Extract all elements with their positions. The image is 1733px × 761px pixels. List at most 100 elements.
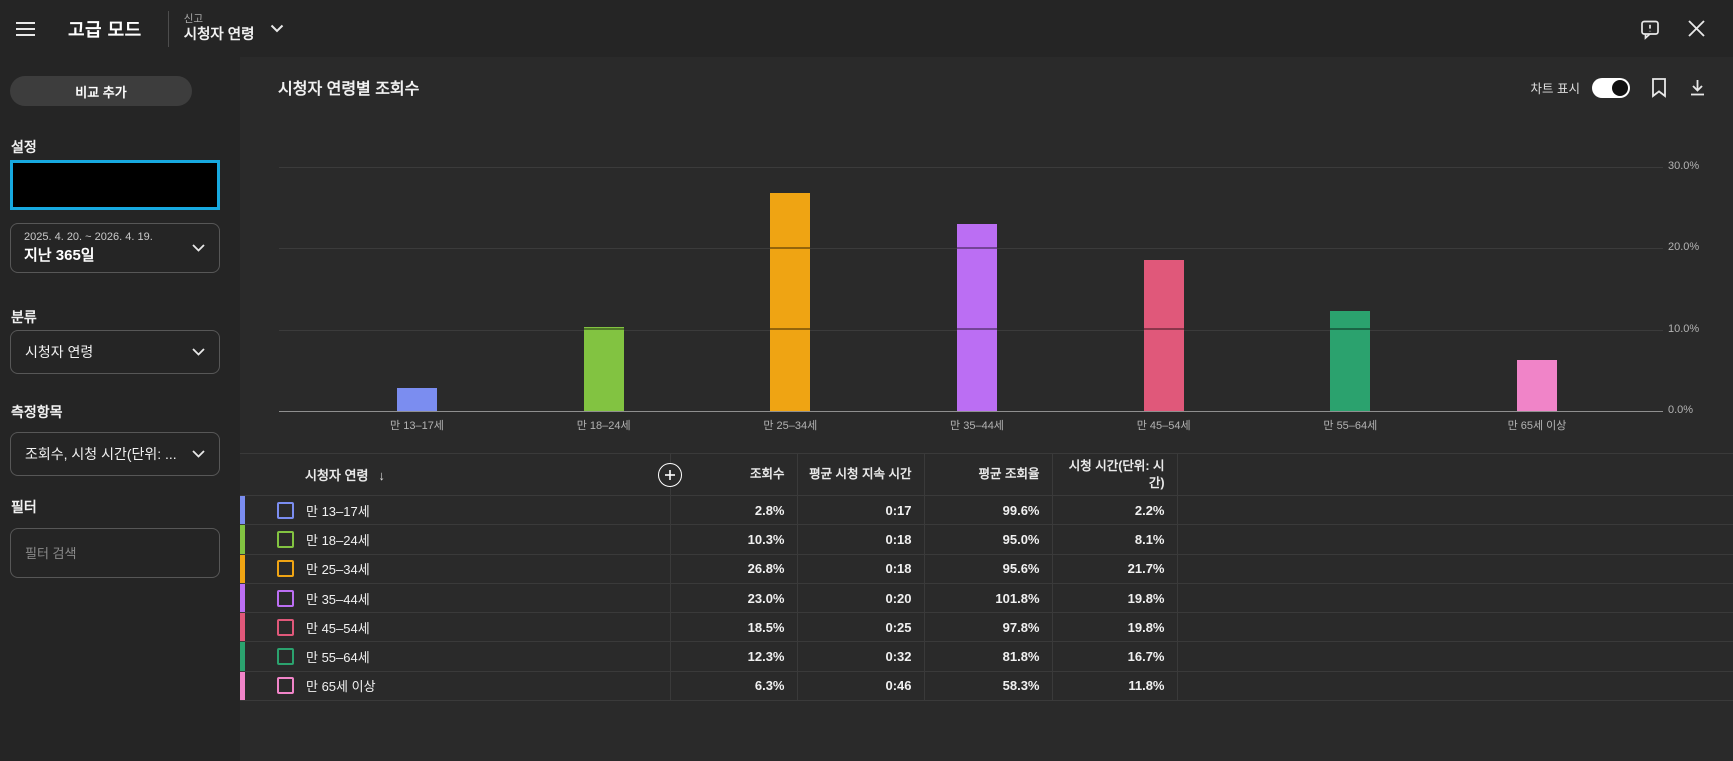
date-range-text: 2025. 4. 20. ~ 2026. 4. 19. <box>24 231 153 243</box>
chevron-down-icon <box>192 244 205 252</box>
bar[interactable] <box>1517 359 1558 411</box>
row-metric-value: 10.3% <box>669 524 797 555</box>
column-header-metric[interactable]: 평균 조회율 <box>923 453 1052 496</box>
filter-search-input[interactable] <box>10 528 220 578</box>
close-icon <box>1688 20 1705 37</box>
chevron-down-icon <box>271 24 284 33</box>
row-metric-value: 0:32 <box>796 641 924 672</box>
row-metric-value: 99.6% <box>923 495 1052 526</box>
bar[interactable] <box>583 327 624 411</box>
x-axis-label: 만 35–44세 <box>950 420 1004 432</box>
metrics-select[interactable]: 조회수, 시청 시간(단위: ... <box>10 432 220 476</box>
dimension-select[interactable]: 시청자 연령 <box>10 330 220 374</box>
row-color-accent <box>240 554 245 583</box>
report-panel: 시청자 연령별 조회수 차트 표시 0.0% 10.0% 20.0% 30.0% 만 1… <box>240 57 1733 761</box>
data-table: 시청자 연령 ↓ 조회수 평균 시청 지속 시간 평균 조회율 시청 시간(단위: 시간)… <box>240 453 1733 702</box>
row-dimension-cell: 만 13–17세 <box>240 495 670 526</box>
menu-icon[interactable] <box>16 21 38 36</box>
settings-entity-selector[interactable] <box>10 160 220 210</box>
row-dimension-cell: 만 55–64세 <box>240 641 670 672</box>
row-metric-value: 26.8% <box>669 554 797 584</box>
row-metric-value: 0:25 <box>796 612 924 643</box>
bar-chart: 0.0% 10.0% 20.0% 30.0% 만 13–17세 만 18–24세 만 25–… <box>240 57 1733 761</box>
row-metric-value: 6.3% <box>669 671 797 702</box>
table-row[interactable]: 만 45–54세 18.5% 0:25 97.8% 19.8% <box>240 612 1733 643</box>
row-metric-value: 81.8% <box>923 641 1052 672</box>
chart-toggle-label: 차트 표시 <box>1530 82 1580 96</box>
bar[interactable] <box>1143 260 1184 411</box>
row-checkbox[interactable] <box>277 677 294 695</box>
row-metric-value: 12.3% <box>669 641 797 672</box>
add-comparison-button[interactable]: 비교 추가 <box>10 76 192 106</box>
column-header-dimension[interactable]: 시청자 연령 ↓ <box>240 453 670 496</box>
column-header-metric[interactable]: 평균 시청 지속 시간 <box>796 453 924 496</box>
feedback-icon <box>1641 20 1659 40</box>
row-dimension-cell: 만 18–24세 <box>240 524 670 555</box>
row-checkbox[interactable] <box>277 530 294 548</box>
row-metric-value: 16.7% <box>1051 641 1177 672</box>
row-label: 만 35–44세 <box>306 591 370 607</box>
gridline-overlay <box>1330 328 1371 331</box>
y-axis-tick-label: 20.0% <box>1668 241 1700 253</box>
column-header-metric[interactable]: 시청 시간(단위: 시간) <box>1051 453 1177 496</box>
row-metric-value: 58.3% <box>923 671 1052 702</box>
row-metric-value: 97.8% <box>923 612 1052 643</box>
settings-label: 설정 <box>11 139 37 155</box>
report-picker[interactable]: 신고 시청자 연령 <box>184 13 285 44</box>
row-metric-value: 0:20 <box>796 583 924 614</box>
chart-gridline <box>279 166 1663 168</box>
row-color-accent <box>240 583 245 613</box>
app-title: 고급 모드 <box>68 19 142 40</box>
bar[interactable] <box>770 192 811 411</box>
row-metric-value: 2.8% <box>669 495 797 526</box>
row-checkbox[interactable] <box>277 618 294 636</box>
row-dimension-cell: 만 65세 이상 <box>240 671 670 702</box>
table-row[interactable]: 만 35–44세 23.0% 0:20 101.8% 19.8% <box>240 583 1733 614</box>
x-axis-label: 만 55–64세 <box>1323 420 1378 432</box>
add-metric-column-button[interactable] <box>658 463 682 487</box>
bar[interactable] <box>1330 310 1371 411</box>
row-metric-value: 8.1% <box>1051 524 1177 555</box>
age-table: 시청자 연령 ↓ 조회수 평균 시청 지속 시간 평균 조회율 시청 시간(단위: 시간)… <box>240 453 1733 702</box>
sidebar: 비교 추가 설정 2025. 4. 20. ~ 2026. 4. 19. 지난 … <box>0 57 240 761</box>
row-checkbox[interactable] <box>277 589 294 607</box>
feedback-button[interactable] <box>1639 18 1661 40</box>
topbar: 고급 모드 신고 시청자 연령 <box>0 0 1733 57</box>
row-checkbox[interactable] <box>277 648 294 666</box>
download-icon <box>1691 80 1704 96</box>
row-empty-cell <box>1176 671 1733 702</box>
row-metric-value: 21.7% <box>1051 554 1177 584</box>
column-header-empty <box>1176 453 1733 496</box>
row-label: 만 55–64세 <box>306 650 370 666</box>
bar[interactable] <box>957 223 997 411</box>
row-metric-value: 95.6% <box>923 554 1052 584</box>
plus-icon <box>665 470 675 480</box>
column-header-metric[interactable]: 조회수 <box>669 453 797 496</box>
row-checkbox[interactable] <box>277 560 294 578</box>
row-metric-value: 101.8% <box>923 583 1052 614</box>
bar[interactable] <box>397 388 437 411</box>
row-empty-cell <box>1176 524 1733 555</box>
table-row[interactable]: 만 55–64세 12.3% 0:32 81.8% 16.7% <box>240 641 1733 672</box>
y-axis-tick-label: 30.0% <box>1668 159 1700 172</box>
close-button[interactable] <box>1687 19 1706 38</box>
x-axis-label: 만 18–24세 <box>576 420 631 432</box>
gridline-overlay <box>957 328 997 331</box>
table-header-row: 시청자 연령 ↓ 조회수 평균 시청 지속 시간 평균 조회율 시청 시간(단위: 시간) <box>240 453 1733 496</box>
chevron-down-icon <box>192 348 205 356</box>
row-checkbox[interactable] <box>277 501 294 519</box>
gridline-overlay <box>770 246 811 249</box>
table-row[interactable]: 만 13–17세 2.8% 0:17 99.6% 2.2% <box>240 495 1733 526</box>
row-metric-value: 19.8% <box>1051 583 1177 614</box>
filter-label: 필터 <box>11 499 37 515</box>
table-row[interactable]: 만 65세 이상 6.3% 0:46 58.3% 11.8% <box>240 671 1733 702</box>
bookmark-icon <box>1652 78 1666 98</box>
date-range-select[interactable]: 2025. 4. 20. ~ 2026. 4. 19. 지난 365일 <box>10 223 220 273</box>
row-color-accent <box>240 671 245 701</box>
x-axis-label: 만 65세 이상 <box>1507 420 1567 432</box>
table-row[interactable]: 만 18–24세 10.3% 0:18 95.0% 8.1% <box>240 524 1733 555</box>
chart-visibility-toggle[interactable] <box>1592 77 1630 98</box>
download-button[interactable] <box>1688 78 1707 97</box>
table-row[interactable]: 만 25–34세 26.8% 0:18 95.6% 21.7% <box>240 554 1733 584</box>
save-report-button[interactable] <box>1650 77 1668 98</box>
